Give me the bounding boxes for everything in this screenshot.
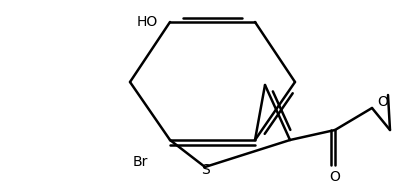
Text: O: O bbox=[377, 95, 388, 109]
Text: HO: HO bbox=[137, 15, 158, 29]
Text: S: S bbox=[201, 163, 210, 177]
Text: Br: Br bbox=[132, 155, 147, 169]
Text: O: O bbox=[330, 170, 341, 184]
